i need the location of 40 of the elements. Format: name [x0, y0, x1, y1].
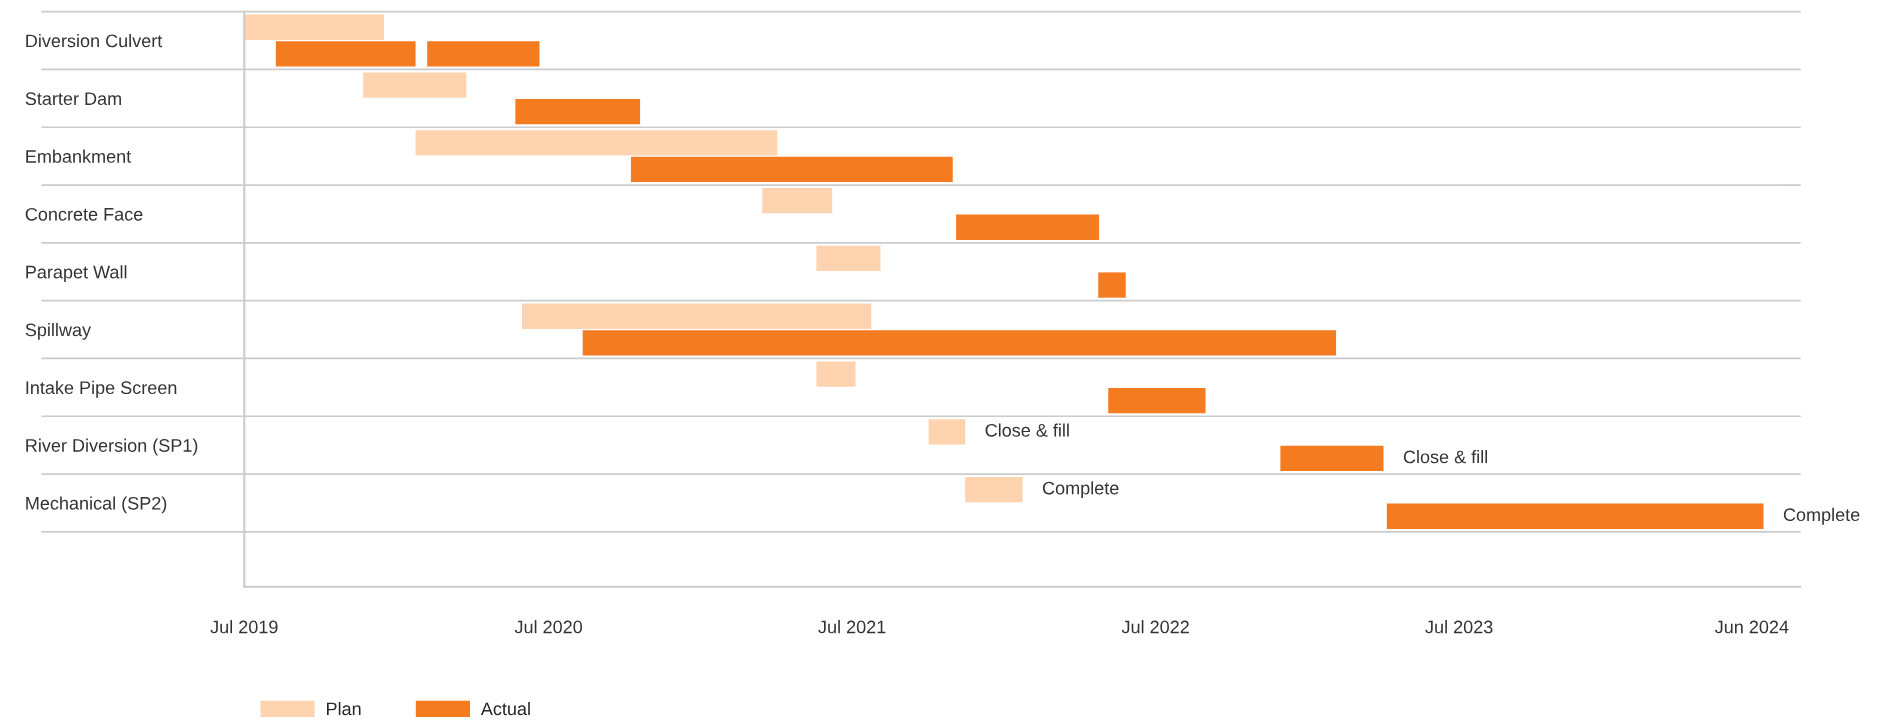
bar	[762, 188, 833, 214]
bar	[816, 361, 856, 387]
bar	[515, 98, 641, 125]
bar	[363, 72, 467, 98]
bar	[244, 14, 384, 40]
bar	[1280, 445, 1384, 472]
y-tick-label: Mechanical (SP2)	[26, 496, 167, 514]
annotation: Close & fill	[985, 423, 1069, 437]
x-tick-label: Jul 2021	[818, 620, 886, 634]
y-tick-label: Intake Pipe Screen	[26, 380, 177, 398]
bar	[522, 303, 872, 329]
bar	[630, 156, 953, 183]
y-tick-label: Spillway	[25, 323, 92, 340]
bar	[582, 330, 1337, 356]
annotation: Complete	[1042, 481, 1119, 499]
y-tick-label: Concrete Face	[25, 207, 143, 221]
x-tick-label: Jul 2020	[514, 620, 583, 634]
y-tick-label: Starter Dam	[25, 92, 121, 106]
x-tick-label: Jul 2022	[1121, 620, 1189, 634]
y-tick-label: Diversion Culvert	[26, 34, 163, 48]
y-tick-label: River Diversion (SP1)	[26, 438, 198, 456]
bar	[1098, 272, 1126, 298]
y-tick-label: Parapet Wall	[26, 265, 127, 283]
bar	[928, 419, 966, 445]
bar	[956, 214, 1100, 240]
bar	[415, 130, 778, 156]
legend-label: Plan	[327, 701, 361, 716]
legend-label: Actual	[480, 701, 530, 716]
bar	[1108, 387, 1206, 414]
x-tick-label: Jul 2019	[210, 620, 278, 634]
bar	[816, 245, 881, 272]
annotation: Close & fill	[1403, 450, 1488, 464]
annotation: Complete	[1783, 507, 1860, 525]
bar	[1386, 503, 1764, 529]
bar	[427, 41, 540, 67]
bar	[275, 41, 416, 67]
x-tick-label: Jun 2024	[1714, 620, 1789, 634]
y-tick-label: Embankment	[26, 149, 132, 163]
x-tick-label: Jul 2023	[1425, 620, 1493, 634]
bar	[965, 477, 1023, 503]
